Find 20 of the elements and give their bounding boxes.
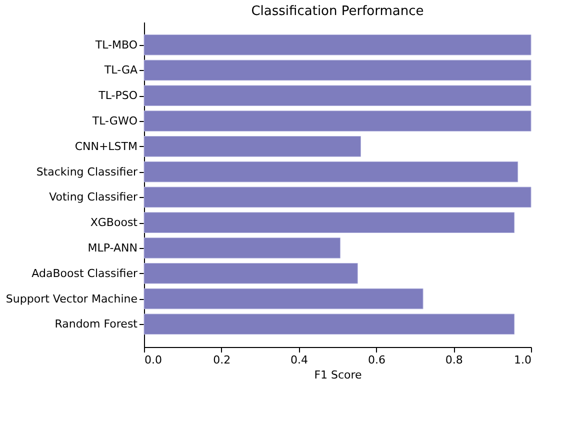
x-tick-label: 0.0 [144, 354, 162, 366]
x-tick-label: 0.8 [445, 354, 463, 366]
y-tick-label: Stacking Classifier [36, 165, 138, 178]
y-tick-label: Random Forest [54, 318, 138, 331]
y-tick-label: XGBoost [90, 216, 138, 230]
x-tick-label: 1.0 [514, 354, 532, 366]
x-tick-label: 0.4 [290, 354, 308, 366]
y-tick-label: MLP-ANN [88, 241, 138, 254]
y-tick-label: Voting Classifier [49, 190, 138, 204]
y-tick-label: TL-GWO [91, 114, 138, 128]
x-tick-label: 0.2 [213, 354, 231, 366]
y-tick-label: TL-PSO [98, 89, 138, 102]
y-tick-label: Support Vector Machine [6, 292, 138, 306]
chart-title: Classification Performance [251, 4, 424, 19]
x-tick-label: 0.6 [368, 354, 386, 366]
y-tick-label: CNN+LSTM [74, 140, 138, 153]
y-tick-label: TL-GA [103, 64, 138, 77]
x-axis-title: F1 Score [314, 368, 362, 382]
y-tick-label: TL-MBO [94, 38, 138, 52]
y-tick-label: AdaBoost Classifier [32, 266, 138, 280]
